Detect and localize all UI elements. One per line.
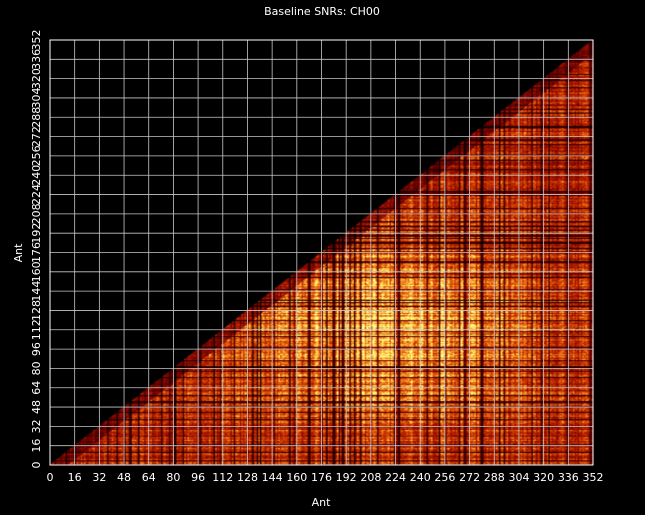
x-tick-label: 128 [237,471,258,484]
chart-title: Baseline SNRs: CH00 [264,5,380,18]
x-axis-label: Ant [312,496,331,509]
y-tick-label: 224 [30,184,43,205]
y-tick-label: 48 [30,400,43,414]
x-tick-label: 0 [47,471,54,484]
y-axis-label: Ant [12,243,25,262]
y-tick-label: 320 [30,68,43,89]
x-tick-label: 32 [92,471,106,484]
x-tick-label: 80 [166,471,180,484]
y-tick-label: 80 [30,361,43,375]
y-tick-label: 176 [30,242,43,263]
x-tick-label: 176 [311,471,332,484]
x-tick-label: 208 [360,471,381,484]
x-tick-label: 48 [117,471,131,484]
y-tick-label: 288 [30,107,43,128]
x-tick-label: 304 [508,471,529,484]
x-tick-label: 112 [212,471,233,484]
plot-frame [49,39,594,466]
y-tick-label: 32 [30,419,43,433]
y-tick-label: 192 [30,223,43,244]
x-tick-label: 160 [286,471,307,484]
y-tick-label: 304 [30,87,43,108]
y-tick-label: 16 [30,439,43,453]
x-tick-label: 352 [583,471,604,484]
x-tick-label: 240 [410,471,431,484]
y-axis-ticks: 0 16 32 48 64 80 96 112128144160176192208224240… [30,30,43,469]
y-tick-label: 240 [30,165,43,186]
x-tick-label: 256 [434,471,455,484]
x-tick-label: 272 [459,471,480,484]
y-tick-label: 160 [30,261,43,282]
x-tick-label: 16 [68,471,82,484]
y-tick-label: 144 [30,281,43,302]
x-axis-ticks: 0 16 32 48 64 80 96 112 128 144 160 176 192 208 224 240… [47,471,604,484]
y-tick-label: 64 [30,381,43,395]
x-tick-label: 192 [336,471,357,484]
x-tick-label: 64 [142,471,156,484]
y-tick-label: 0 [30,462,43,469]
gridlines [49,39,594,466]
y-tick-label: 256 [30,145,43,166]
x-tick-label: 224 [385,471,406,484]
y-tick-label: 352 [30,30,43,51]
x-tick-label: 144 [262,471,283,484]
x-tick-label: 96 [191,471,205,484]
x-tick-label: 288 [484,471,505,484]
plot-area [49,39,594,466]
x-tick-label: 336 [558,471,579,484]
y-tick-label: 272 [30,126,43,147]
y-tick-label: 128 [30,300,43,321]
y-tick-label: 208 [30,203,43,224]
y-tick-label: 112 [30,319,43,340]
x-tick-label: 320 [533,471,554,484]
y-tick-label: 336 [30,49,43,70]
y-tick-label: 96 [30,342,43,356]
